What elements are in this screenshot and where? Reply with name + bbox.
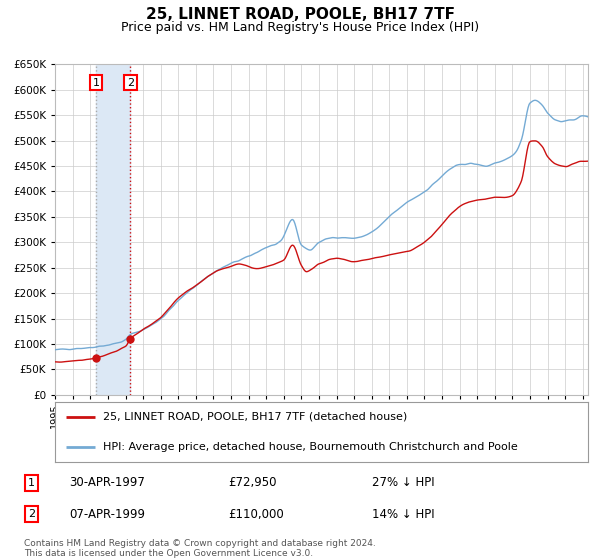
Bar [96, 64, 130, 395]
Text: 2: 2 [127, 78, 134, 87]
Text: £72,950: £72,950 [228, 476, 277, 489]
Text: Price paid vs. HM Land Registry's House Price Index (HPI): Price paid vs. HM Land Registry's House … [121, 21, 479, 34]
Text: 25, LINNET ROAD, POOLE, BH17 7TF: 25, LINNET ROAD, POOLE, BH17 7TF [146, 7, 455, 22]
Text: 1: 1 [28, 478, 35, 488]
Text: 14% ↓ HPI: 14% ↓ HPI [372, 507, 434, 521]
Text: £110,000: £110,000 [228, 507, 284, 521]
Text: 2: 2 [28, 509, 35, 519]
Text: Contains HM Land Registry data © Crown copyright and database right 2024.
This d: Contains HM Land Registry data © Crown c… [24, 539, 376, 558]
Text: 25, LINNET ROAD, POOLE, BH17 7TF (detached house): 25, LINNET ROAD, POOLE, BH17 7TF (detach… [103, 412, 407, 422]
Text: 30-APR-1997: 30-APR-1997 [69, 476, 145, 489]
Text: 1: 1 [92, 78, 100, 87]
Text: HPI: Average price, detached house, Bournemouth Christchurch and Poole: HPI: Average price, detached house, Bour… [103, 442, 518, 452]
Text: 07-APR-1999: 07-APR-1999 [69, 507, 145, 521]
Text: 27% ↓ HPI: 27% ↓ HPI [372, 476, 434, 489]
